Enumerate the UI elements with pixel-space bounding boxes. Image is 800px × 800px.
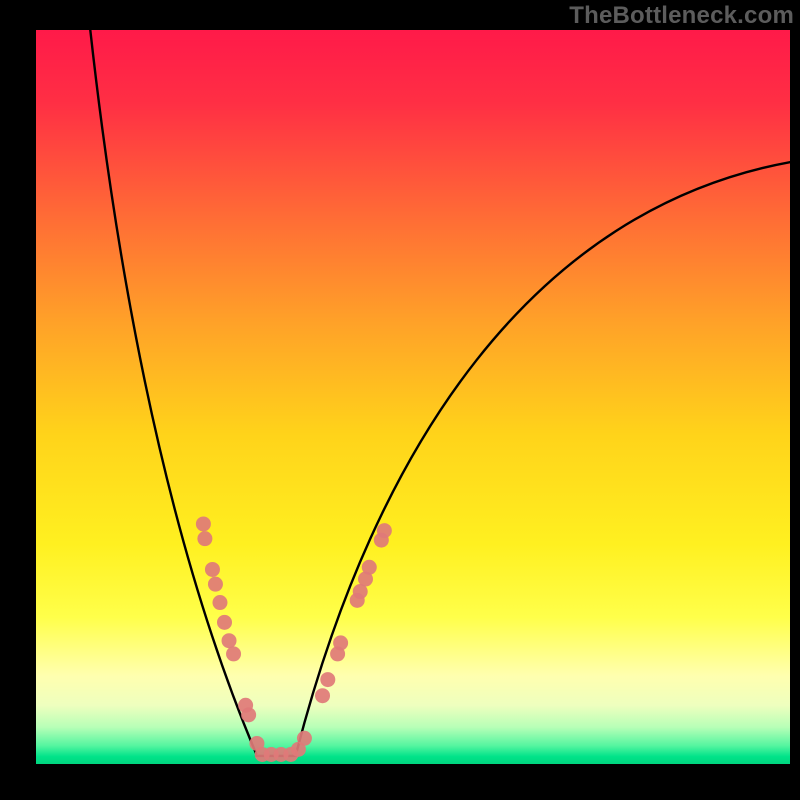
data-point [315, 688, 330, 703]
data-point [333, 635, 348, 650]
data-point [205, 562, 220, 577]
data-point [217, 615, 232, 630]
data-point [362, 560, 377, 575]
data-point [297, 731, 312, 746]
data-point [241, 707, 256, 722]
watermark-text: TheBottleneck.com [569, 2, 794, 30]
data-point [208, 577, 223, 592]
data-point [196, 516, 211, 531]
chart-svg [36, 30, 790, 764]
data-point [212, 595, 227, 610]
data-point [377, 523, 392, 538]
chart-root: TheBottleneck.com [0, 0, 800, 800]
plot-area [36, 30, 790, 764]
data-point [320, 672, 335, 687]
data-point [222, 633, 237, 648]
data-point [226, 646, 241, 661]
data-point [197, 531, 212, 546]
